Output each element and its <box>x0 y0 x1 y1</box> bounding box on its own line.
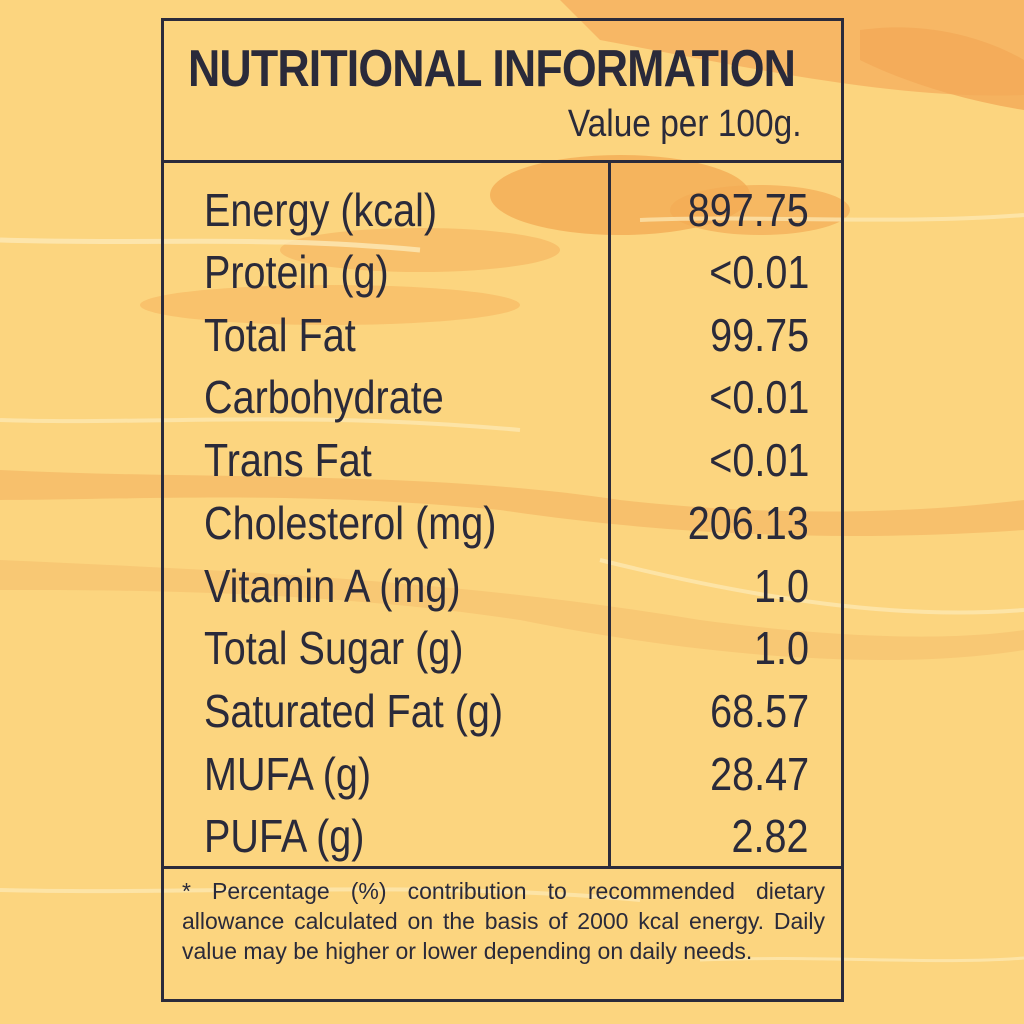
panel-subtitle: Value per 100g. <box>567 103 801 145</box>
table-row: MUFA (g) 28.47 <box>164 741 841 803</box>
table-row: Total Fat 99.75 <box>164 302 841 364</box>
nutrient-label: PUFA (g) <box>204 810 365 862</box>
nutrient-value: 1.0 <box>754 560 809 612</box>
nutrient-label: Vitamin A (mg) <box>204 560 461 612</box>
nutrient-value: 2.82 <box>732 810 809 862</box>
footnote: * Percentage (%) contribution to recomme… <box>182 878 825 964</box>
nutrient-value: 99.75 <box>709 309 809 361</box>
nutrient-label: Total Fat <box>204 309 356 361</box>
nutrient-label: Trans Fat <box>204 434 372 486</box>
nutrient-label: Cholesterol (mg) <box>204 497 497 549</box>
nutrient-label: Saturated Fat (g) <box>204 685 504 737</box>
table-row: Saturated Fat (g) 68.57 <box>164 678 841 740</box>
panel-header: NUTRITIONAL INFORMATION Value per 100g. <box>164 21 841 163</box>
nutrient-value: <0.01 <box>708 434 809 486</box>
nutrition-panel: NUTRITIONAL INFORMATION Value per 100g. … <box>161 18 844 1002</box>
nutrient-value: <0.01 <box>708 246 809 298</box>
nutrient-value: 897.75 <box>687 184 809 236</box>
table-row: PUFA (g) 2.82 <box>164 803 841 865</box>
nutrient-value: <0.01 <box>708 371 809 423</box>
nutrient-label: Energy (kcal) <box>204 184 438 236</box>
table-row: Protein (g) <0.01 <box>164 239 841 301</box>
column-divider <box>608 163 611 866</box>
nutrient-value: 206.13 <box>687 497 809 549</box>
nutrient-value: 68.57 <box>709 685 809 737</box>
table-row: Carbohydrate <0.01 <box>164 364 841 426</box>
panel-title: NUTRITIONAL INFORMATION <box>188 40 796 98</box>
nutrient-table: Energy (kcal) 897.75 Protein (g) <0.01 T… <box>164 163 841 869</box>
nutrient-label: Carbohydrate <box>204 371 444 423</box>
table-row: Cholesterol (mg) 206.13 <box>164 490 841 552</box>
table-row: Energy (kcal) 897.75 <box>164 177 841 239</box>
nutrient-label: Total Sugar (g) <box>204 622 464 674</box>
nutrient-value: 1.0 <box>754 622 809 674</box>
table-row: Total Sugar (g) 1.0 <box>164 615 841 677</box>
nutrient-value: 28.47 <box>709 748 809 800</box>
table-row: Trans Fat <0.01 <box>164 427 841 489</box>
nutrient-label: Protein (g) <box>204 246 389 298</box>
table-row: Vitamin A (mg) 1.0 <box>164 553 841 615</box>
nutrient-label: MUFA (g) <box>204 748 372 800</box>
